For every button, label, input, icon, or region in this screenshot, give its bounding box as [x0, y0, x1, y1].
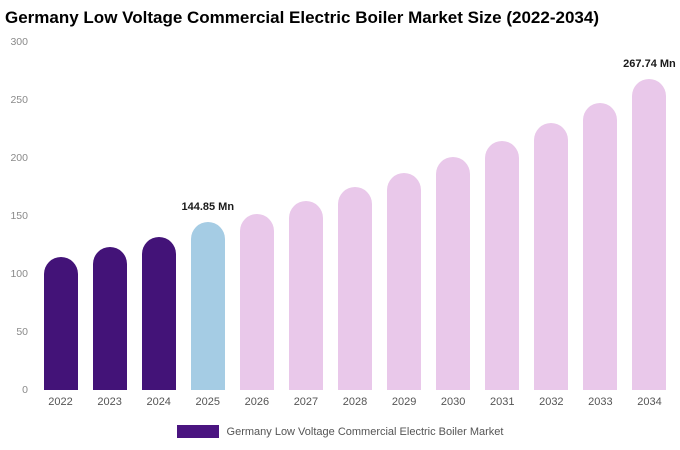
x-axis-tick-label: 2027 — [293, 396, 319, 408]
bar-column — [380, 42, 429, 390]
x-axis-tick-label: 2032 — [539, 396, 564, 408]
bar-column — [478, 42, 527, 390]
bar-column — [232, 42, 281, 390]
x-axis-tick-label: 2022 — [48, 396, 73, 408]
bar-value-label: 267.74 Mn — [623, 58, 676, 71]
x-axis-tick-label: 2028 — [342, 396, 368, 408]
chart-title: Germany Low Voltage Commercial Electric … — [5, 8, 599, 27]
x-axis-tick-label: 2025 — [195, 396, 221, 408]
bar-2029[interactable] — [387, 173, 422, 390]
y-axis-tick-label: 100 — [10, 268, 28, 280]
bar-column — [85, 42, 134, 390]
x-axis-tick-label: 2023 — [97, 396, 122, 408]
x-axis-tick-label: 2024 — [146, 396, 171, 408]
bar-2022[interactable] — [43, 256, 78, 390]
y-axis-tick-label: 300 — [10, 36, 28, 48]
bar-value-label: 144.85 Mn — [181, 200, 235, 213]
x-axis-tick-label: 2034 — [637, 396, 662, 408]
legend[interactable]: Germany Low Voltage Commercial Electric … — [0, 425, 680, 438]
x-axis-tick-label: 2030 — [440, 396, 466, 408]
bar-2031[interactable] — [485, 140, 520, 390]
x-axis-tick-label: 2026 — [244, 396, 270, 408]
x-axis-tick-label: 2033 — [588, 396, 613, 408]
y-axis-tick-label: 50 — [16, 326, 28, 338]
bar-column — [330, 42, 379, 390]
bar-2027[interactable] — [288, 200, 323, 390]
x-axis-tick-label: 2029 — [391, 396, 417, 408]
bar-2025[interactable] — [190, 221, 225, 390]
bar-column: 144.85 Mn — [181, 42, 234, 390]
plot-area: 144.85 Mn 267.74 Mn — [36, 42, 676, 390]
y-axis-tick-label: 0 — [22, 384, 28, 396]
y-axis-tick-label: 150 — [10, 210, 28, 222]
bar-2028[interactable] — [338, 187, 372, 390]
bar-column — [36, 42, 85, 390]
legend-swatch — [176, 425, 219, 438]
y-axis-tick-label: 250 — [10, 94, 28, 106]
y-axis-tick-label: 200 — [10, 152, 28, 164]
legend-label: Germany Low Voltage Commercial Electric … — [226, 425, 504, 438]
bars-container: 144.85 Mn 267.74 Mn — [36, 42, 676, 390]
bar-column — [134, 42, 183, 390]
bar-column — [576, 42, 625, 390]
bar-2034[interactable] — [632, 79, 667, 390]
bar-column — [527, 42, 576, 390]
bar-2023[interactable] — [92, 247, 127, 390]
y-axis: 0 50 100 150 200 250 300 — [0, 36, 30, 396]
x-axis: 2022 2023 2024 2025 2026 2027 2028 2029 2030 2031… — [36, 396, 674, 408]
bar-column — [281, 42, 330, 390]
bar-column — [429, 42, 478, 390]
bar-column: 267.74 Mn — [623, 42, 676, 390]
x-axis-tick-label: 2031 — [490, 396, 515, 408]
bar-2026[interactable] — [239, 213, 274, 390]
bar-2024[interactable] — [141, 236, 176, 390]
bar-2033[interactable] — [583, 103, 618, 390]
bar-2032[interactable] — [534, 123, 569, 390]
bar-2030[interactable] — [436, 156, 471, 390]
